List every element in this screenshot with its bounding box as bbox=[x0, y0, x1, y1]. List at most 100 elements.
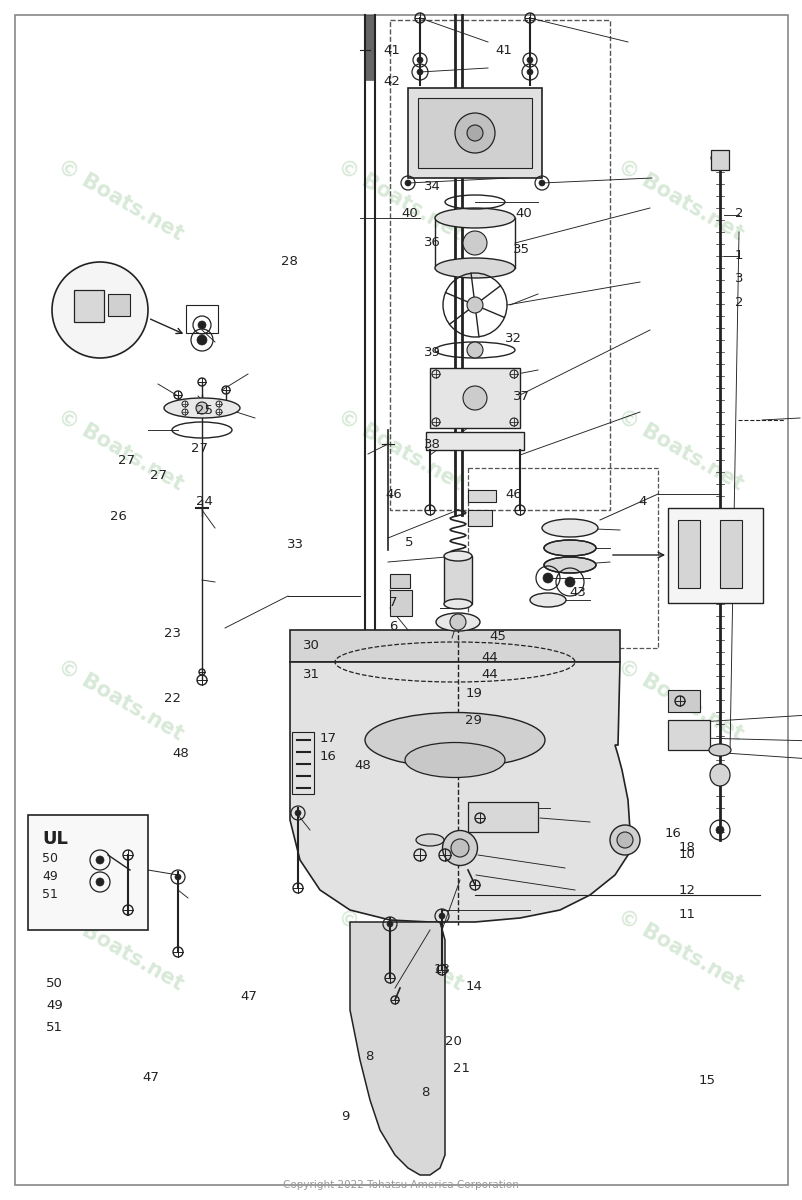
Bar bbox=[390, 574, 410, 588]
Bar bbox=[107, 294, 130, 316]
Text: 45: 45 bbox=[488, 630, 506, 642]
Text: 48: 48 bbox=[354, 760, 371, 772]
Ellipse shape bbox=[541, 518, 597, 538]
Text: 43: 43 bbox=[569, 587, 586, 599]
Ellipse shape bbox=[616, 832, 632, 848]
Bar bbox=[186, 305, 217, 332]
Ellipse shape bbox=[529, 593, 565, 607]
Bar bbox=[292, 732, 314, 794]
Text: 15: 15 bbox=[697, 1074, 715, 1086]
Text: 2: 2 bbox=[734, 296, 742, 308]
Text: 14: 14 bbox=[464, 980, 482, 992]
Ellipse shape bbox=[543, 557, 595, 572]
Circle shape bbox=[387, 922, 392, 926]
Text: 47: 47 bbox=[142, 1072, 160, 1084]
Ellipse shape bbox=[451, 839, 468, 857]
Text: 49: 49 bbox=[42, 870, 58, 883]
Text: 34: 34 bbox=[423, 180, 440, 192]
Bar bbox=[468, 510, 492, 526]
Ellipse shape bbox=[708, 744, 730, 756]
Text: © Boats.net: © Boats.net bbox=[333, 406, 466, 494]
Bar bbox=[468, 802, 537, 832]
Text: 9: 9 bbox=[341, 1110, 349, 1122]
Text: UL: UL bbox=[42, 830, 68, 848]
Bar bbox=[407, 88, 541, 178]
Text: 10: 10 bbox=[677, 848, 695, 860]
Text: 40: 40 bbox=[401, 208, 417, 220]
Text: 32: 32 bbox=[504, 332, 522, 344]
Text: 4: 4 bbox=[638, 496, 646, 508]
Text: 13: 13 bbox=[432, 964, 450, 976]
Text: 29: 29 bbox=[464, 714, 482, 726]
Text: 48: 48 bbox=[172, 748, 188, 760]
Ellipse shape bbox=[444, 599, 472, 608]
Circle shape bbox=[467, 296, 482, 313]
Text: 26: 26 bbox=[110, 510, 128, 522]
Text: 31: 31 bbox=[302, 668, 320, 680]
Text: 37: 37 bbox=[512, 390, 530, 402]
Circle shape bbox=[449, 614, 465, 630]
Bar bbox=[28, 815, 148, 930]
Bar bbox=[426, 432, 524, 450]
Circle shape bbox=[404, 180, 411, 186]
Ellipse shape bbox=[435, 258, 514, 278]
Circle shape bbox=[565, 577, 574, 587]
Bar bbox=[667, 690, 699, 712]
Bar bbox=[429, 368, 520, 428]
Circle shape bbox=[175, 874, 180, 880]
Text: 5: 5 bbox=[405, 536, 413, 548]
Circle shape bbox=[96, 856, 104, 864]
Text: © Boats.net: © Boats.net bbox=[613, 156, 746, 244]
Polygon shape bbox=[290, 662, 630, 922]
Text: Copyright 2022 Tohatsu America Corporation: Copyright 2022 Tohatsu America Corporati… bbox=[283, 1180, 518, 1190]
Text: 51: 51 bbox=[42, 888, 58, 901]
Circle shape bbox=[463, 386, 486, 410]
Text: 47: 47 bbox=[240, 990, 257, 1002]
Text: 46: 46 bbox=[385, 488, 401, 500]
Bar bbox=[290, 630, 619, 662]
Ellipse shape bbox=[365, 713, 545, 768]
Ellipse shape bbox=[710, 152, 728, 163]
Text: 39: 39 bbox=[423, 347, 440, 359]
Text: 50: 50 bbox=[46, 978, 63, 990]
Circle shape bbox=[467, 125, 482, 140]
Ellipse shape bbox=[709, 764, 729, 786]
Text: © Boats.net: © Boats.net bbox=[54, 656, 186, 744]
Bar bbox=[719, 520, 741, 588]
Text: 22: 22 bbox=[164, 692, 181, 704]
Ellipse shape bbox=[164, 398, 240, 418]
Text: 8: 8 bbox=[365, 1050, 373, 1062]
Circle shape bbox=[416, 68, 423, 74]
Circle shape bbox=[542, 572, 553, 583]
Text: 41: 41 bbox=[383, 44, 400, 56]
Ellipse shape bbox=[435, 613, 480, 631]
Text: 16: 16 bbox=[318, 750, 336, 762]
Text: © Boats.net: © Boats.net bbox=[54, 906, 186, 994]
Bar bbox=[667, 720, 709, 750]
Ellipse shape bbox=[442, 830, 477, 865]
Text: 42: 42 bbox=[383, 76, 400, 88]
Text: 28: 28 bbox=[280, 256, 298, 268]
Text: 3: 3 bbox=[734, 272, 742, 284]
Circle shape bbox=[196, 402, 208, 414]
Text: 35: 35 bbox=[512, 244, 530, 256]
Text: 20: 20 bbox=[444, 1036, 462, 1048]
Text: 41: 41 bbox=[495, 44, 512, 56]
Text: © Boats.net: © Boats.net bbox=[54, 156, 186, 244]
Text: 46: 46 bbox=[505, 488, 521, 500]
Ellipse shape bbox=[415, 834, 444, 846]
Text: 1: 1 bbox=[734, 250, 742, 262]
Ellipse shape bbox=[610, 826, 639, 854]
Circle shape bbox=[294, 810, 301, 816]
Text: 38: 38 bbox=[423, 438, 440, 450]
Circle shape bbox=[196, 335, 207, 346]
Text: © Boats.net: © Boats.net bbox=[333, 656, 466, 744]
Bar bbox=[444, 556, 472, 604]
Text: 27: 27 bbox=[190, 443, 208, 455]
Bar bbox=[677, 520, 699, 588]
Text: 17: 17 bbox=[318, 732, 336, 744]
Text: © Boats.net: © Boats.net bbox=[613, 406, 746, 494]
Polygon shape bbox=[350, 922, 444, 1175]
Bar bbox=[468, 468, 657, 648]
Text: 36: 36 bbox=[423, 236, 440, 248]
